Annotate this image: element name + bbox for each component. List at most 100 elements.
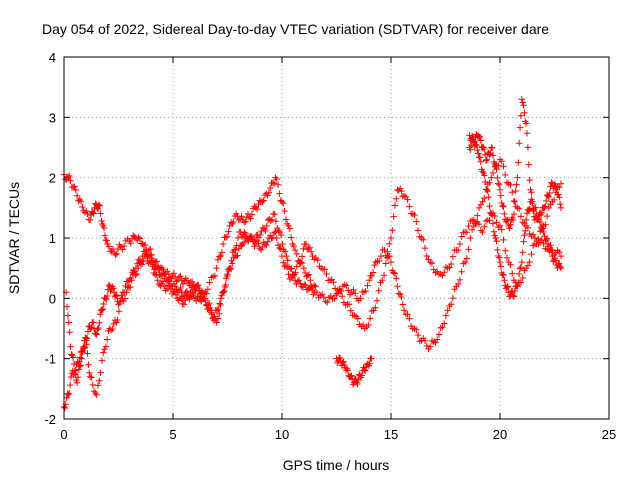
data-point	[520, 102, 527, 109]
data-point	[523, 209, 531, 217]
data-point	[463, 229, 471, 236]
data-point	[321, 266, 328, 273]
data-point	[492, 234, 499, 242]
data-point	[64, 312, 72, 319]
data-point	[78, 347, 86, 355]
data-point	[263, 222, 270, 230]
data-point	[289, 271, 296, 279]
data-point	[463, 255, 471, 262]
data-point	[264, 192, 271, 199]
data-point	[340, 358, 347, 365]
data-point	[217, 252, 224, 260]
data-point	[101, 232, 109, 239]
data-point	[556, 193, 563, 201]
data-point	[488, 210, 495, 218]
data-point	[423, 252, 430, 260]
data-point	[133, 270, 141, 278]
data-point	[98, 357, 106, 364]
series-track-B	[60, 180, 565, 412]
data-point	[201, 295, 209, 302]
data-point	[368, 355, 375, 362]
data-point	[100, 349, 107, 356]
data-point	[499, 202, 506, 210]
data-point	[421, 244, 429, 252]
data-point	[284, 257, 291, 264]
data-point	[300, 245, 307, 253]
data-point	[556, 263, 564, 271]
data-point	[484, 187, 491, 195]
data-point	[272, 228, 279, 236]
data-point	[489, 220, 497, 227]
data-point	[375, 287, 382, 294]
data-point	[113, 250, 120, 258]
data-point	[514, 283, 521, 290]
data-point	[454, 280, 462, 288]
data-point	[138, 261, 146, 268]
data-point	[398, 293, 405, 301]
data-point	[142, 252, 150, 260]
data-point	[227, 265, 235, 273]
data-point	[86, 216, 94, 224]
data-point	[413, 218, 420, 225]
data-point	[136, 235, 144, 242]
data-point	[278, 252, 286, 260]
data-point	[285, 271, 292, 278]
data-point	[544, 240, 552, 248]
data-point	[380, 272, 388, 279]
data-point	[304, 272, 311, 279]
data-point	[307, 283, 314, 291]
data-point	[215, 305, 222, 313]
data-point	[103, 296, 110, 303]
data-point	[179, 300, 186, 307]
data-point	[501, 210, 508, 218]
data-point	[116, 299, 124, 307]
data-point	[507, 181, 514, 189]
data-point	[391, 270, 399, 277]
data-point	[146, 257, 154, 265]
data-point	[120, 242, 128, 250]
data-point	[471, 138, 478, 146]
data-point	[176, 294, 184, 301]
data-point	[543, 236, 550, 244]
data-point	[556, 260, 563, 267]
data-point	[282, 262, 290, 270]
data-point	[179, 280, 187, 288]
x-tick-label: 5	[169, 427, 176, 442]
data-point	[510, 293, 518, 300]
data-point	[83, 334, 91, 342]
data-point	[168, 275, 175, 282]
data-point	[461, 258, 469, 266]
data-point	[234, 234, 242, 242]
data-point	[95, 324, 102, 332]
data-point	[503, 254, 511, 261]
data-point	[297, 258, 304, 266]
data-point	[519, 249, 526, 256]
data-point	[344, 366, 352, 374]
data-point	[153, 258, 161, 265]
data-point	[387, 258, 395, 266]
data-point	[93, 391, 100, 399]
data-point	[468, 141, 475, 149]
data-point	[280, 259, 287, 266]
data-point	[74, 374, 82, 381]
data-point	[323, 270, 330, 278]
data-point	[486, 202, 493, 210]
data-point	[368, 272, 376, 280]
data-point	[552, 257, 560, 264]
data-point	[489, 169, 497, 177]
data-point	[120, 297, 127, 305]
data-point	[84, 350, 91, 357]
data-point	[76, 358, 83, 365]
data-point	[399, 301, 406, 308]
data-point	[501, 277, 508, 284]
data-point	[63, 303, 71, 310]
data-point	[99, 305, 107, 313]
data-point	[542, 221, 549, 228]
data-point	[164, 268, 171, 275]
data-point	[545, 193, 553, 201]
data-point	[520, 238, 527, 245]
data-point	[110, 285, 117, 292]
data-point	[148, 258, 155, 266]
data-point	[475, 204, 483, 212]
data-point	[119, 246, 126, 253]
